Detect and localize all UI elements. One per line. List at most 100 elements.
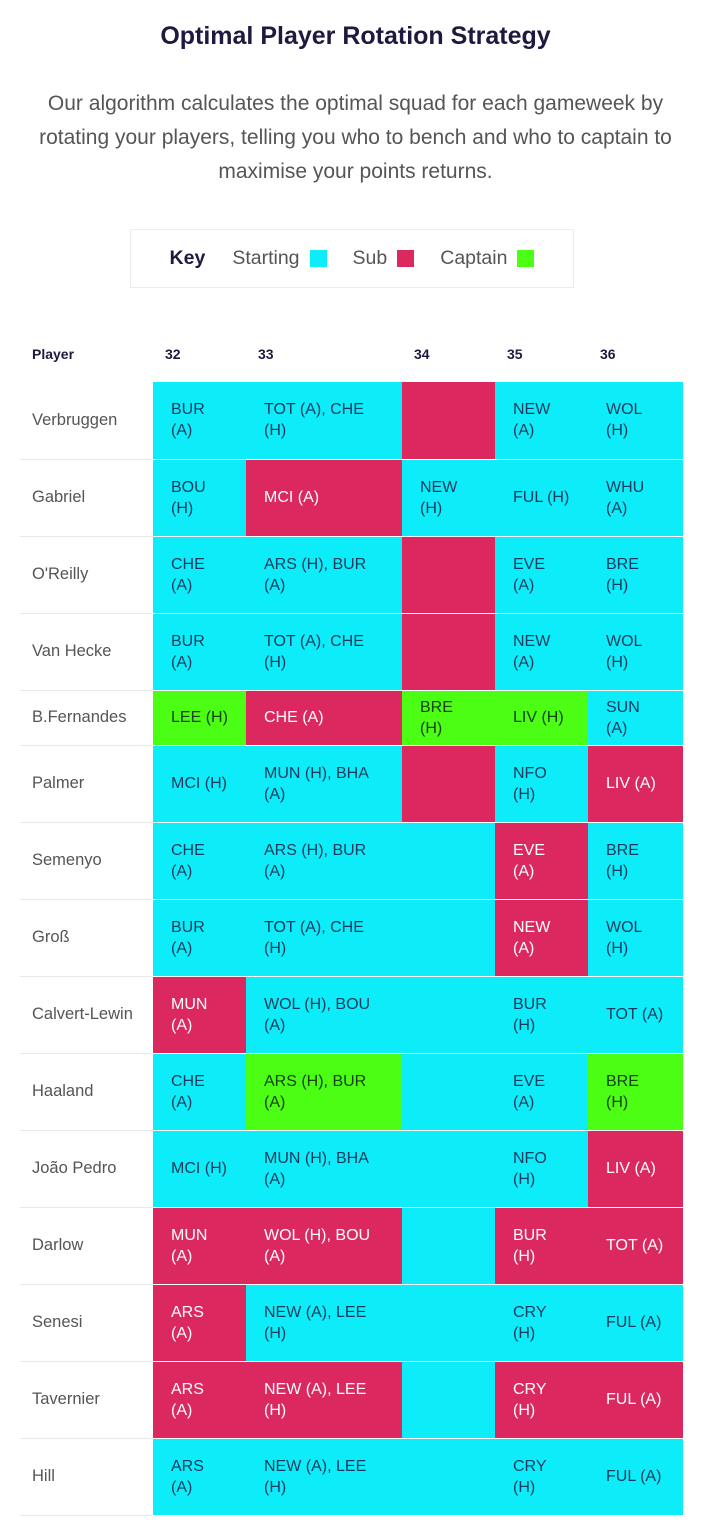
fixture-cell-sub bbox=[402, 613, 495, 691]
table-row: Groß BUR (A) TOT (A), CHE (H) NEW (A) WOL (H… bbox=[20, 899, 683, 977]
fixture-cell-sub: LIV (A) bbox=[588, 1130, 683, 1208]
fixture-cell-start: CRY (H) bbox=[495, 1438, 588, 1516]
legend-label: Captain bbox=[440, 247, 508, 269]
player-name: Van Hecke bbox=[20, 613, 153, 691]
fixture-cell-sub: MCI (A) bbox=[246, 459, 402, 537]
fixture-cell-start: TOT (A), CHE (H) bbox=[246, 899, 402, 977]
table-body: Verbruggen BUR (A) TOT (A), CHE (H) NEW (A)… bbox=[20, 382, 683, 1516]
fixture-cell-sub: CRY (H) bbox=[495, 1361, 588, 1439]
fixture-cell-start bbox=[402, 976, 495, 1054]
column-header-gw32: 32 bbox=[165, 346, 181, 362]
fixture-cell-start: MCI (H) bbox=[153, 745, 246, 823]
fixture-cell-sub: NEW (A) bbox=[495, 899, 588, 977]
fixture-cell-start: FUL (A) bbox=[588, 1284, 683, 1362]
fixture-cell-sub: ARS (A) bbox=[153, 1361, 246, 1439]
fixture-cell-start bbox=[402, 1284, 495, 1362]
fixture-cell-start: ARS (A) bbox=[153, 1438, 246, 1516]
fixture-cell-start: WOL (H) bbox=[588, 613, 683, 691]
table-row: Darlow MUN (A) WOL (H), BOU (A) BUR (H) TOT … bbox=[20, 1207, 683, 1285]
fixture-cell-start bbox=[402, 1207, 495, 1285]
fixture-cell-start: CHE (A) bbox=[153, 1053, 246, 1131]
table-row: B.Fernandes LEE (H) CHE (A) BRE (H) LIV (H) S… bbox=[20, 690, 683, 746]
player-name: Haaland bbox=[20, 1053, 153, 1131]
fixture-cell-start bbox=[402, 1130, 495, 1208]
fixture-cell-start: WHU (A) bbox=[588, 459, 683, 537]
table-row: O'Reilly CHE (A) ARS (H), BUR (A) EVE (A) BR… bbox=[20, 536, 683, 614]
fixture-cell-start: NEW (A), LEE (H) bbox=[246, 1438, 402, 1516]
fixture-cell-start: BUR (A) bbox=[153, 382, 246, 460]
fixture-cell-start bbox=[402, 822, 495, 900]
fixture-cell-cap: BRE (H) bbox=[402, 690, 495, 746]
fixture-cell-start: WOL (H) bbox=[588, 382, 683, 460]
fixture-cell-start: BUR (H) bbox=[495, 976, 588, 1054]
fixture-cell-start: CRY (H) bbox=[495, 1284, 588, 1362]
fixture-cell-cap: BRE (H) bbox=[588, 1053, 683, 1131]
fixture-cell-start: WOL (H) bbox=[588, 899, 683, 977]
fixture-cell-start: TOT (A) bbox=[588, 976, 683, 1054]
fixture-cell-start: BRE (H) bbox=[588, 822, 683, 900]
fixture-cell-sub: MUN (A) bbox=[153, 1207, 246, 1285]
player-name: Verbruggen bbox=[20, 382, 153, 460]
legend-item-captain: Captain bbox=[440, 247, 535, 270]
player-name: Calvert-Lewin bbox=[20, 976, 153, 1054]
legend-label: Starting bbox=[232, 247, 300, 269]
fixture-cell-sub bbox=[402, 382, 495, 460]
table-row: Verbruggen BUR (A) TOT (A), CHE (H) NEW (A)… bbox=[20, 382, 683, 460]
fixture-cell-sub: NEW (A), LEE (H) bbox=[246, 1361, 402, 1439]
fixture-cell-start: MUN (H), BHA (A) bbox=[246, 1130, 402, 1208]
fixture-cell-start: EVE (A) bbox=[495, 536, 588, 614]
rotation-table: Player 32 33 34 35 36 Verbruggen BUR (A) T… bbox=[20, 338, 683, 1516]
fixture-cell-start: TOT (A), CHE (H) bbox=[246, 613, 402, 691]
fixture-cell-start: NFO (H) bbox=[495, 745, 588, 823]
fixture-cell-sub bbox=[402, 745, 495, 823]
fixture-cell-start bbox=[402, 1053, 495, 1131]
player-name: O'Reilly bbox=[20, 536, 153, 614]
fixture-cell-sub: EVE (A) bbox=[495, 822, 588, 900]
fixture-cell-start: FUL (A) bbox=[588, 1438, 683, 1516]
table-row: Senesi ARS (A) NEW (A), LEE (H) CRY (H) FUL … bbox=[20, 1284, 683, 1362]
fixture-cell-cap: LEE (H) bbox=[153, 690, 246, 746]
player-name: Semenyo bbox=[20, 822, 153, 900]
player-name: João Pedro bbox=[20, 1130, 153, 1208]
player-name: B.Fernandes bbox=[20, 690, 153, 746]
table-row: Calvert-Lewin MUN (A) WOL (H), BOU (A) BUR … bbox=[20, 976, 683, 1054]
fixture-cell-start: BRE (H) bbox=[588, 536, 683, 614]
column-header-gw34: 34 bbox=[414, 346, 430, 362]
player-name: Tavernier bbox=[20, 1361, 153, 1439]
table-row: Van Hecke BUR (A) TOT (A), CHE (H) NEW (A) W… bbox=[20, 613, 683, 691]
legend-label: Sub bbox=[352, 247, 388, 269]
player-name: Groß bbox=[20, 899, 153, 977]
fixture-cell-start: BUR (A) bbox=[153, 899, 246, 977]
player-name: Darlow bbox=[20, 1207, 153, 1285]
fixture-cell-start: BOU (H) bbox=[153, 459, 246, 537]
fixture-cell-start bbox=[402, 1361, 495, 1439]
table-row: Tavernier ARS (A) NEW (A), LEE (H) CRY (H) F… bbox=[20, 1361, 683, 1439]
captain-swatch-icon bbox=[517, 250, 535, 267]
fixture-cell-start bbox=[402, 899, 495, 977]
fixture-cell-start: MUN (H), BHA (A) bbox=[246, 745, 402, 823]
fixture-cell-start: ARS (H), BUR (A) bbox=[246, 822, 402, 900]
fixture-cell-start: FUL (H) bbox=[495, 459, 588, 537]
starting-swatch-icon bbox=[309, 250, 327, 267]
fixture-cell-start: NEW (A), LEE (H) bbox=[246, 1284, 402, 1362]
fixture-cell-cap: ARS (H), BUR (A) bbox=[246, 1053, 402, 1131]
legend-key: Key Starting Sub Captain bbox=[130, 229, 574, 288]
legend-item-sub: Sub bbox=[353, 247, 415, 270]
fixture-cell-start: CHE (A) bbox=[153, 822, 246, 900]
table-header-row: Player 32 33 34 35 36 bbox=[20, 338, 683, 372]
fixture-cell-start bbox=[402, 1438, 495, 1516]
legend-item-starting: Starting bbox=[232, 247, 327, 270]
fixture-cell-start: MCI (H) bbox=[153, 1130, 246, 1208]
legend-title: Key bbox=[169, 247, 206, 269]
fixture-cell-start: CHE (A) bbox=[153, 536, 246, 614]
table-row: Haaland CHE (A) ARS (H), BUR (A) EVE (A) BRE… bbox=[20, 1053, 683, 1131]
fixture-cell-sub: ARS (A) bbox=[153, 1284, 246, 1362]
fixture-cell-start: SUN (A) bbox=[588, 690, 683, 746]
fixture-cell-start: TOT (A), CHE (H) bbox=[246, 382, 402, 460]
table-row: Hill ARS (A) NEW (A), LEE (H) CRY (H) FUL (A… bbox=[20, 1438, 683, 1516]
column-header-gw36: 36 bbox=[600, 346, 616, 362]
column-header-gw33: 33 bbox=[258, 346, 274, 362]
fixture-cell-sub bbox=[402, 536, 495, 614]
fixture-cell-sub: CHE (A) bbox=[246, 690, 402, 746]
